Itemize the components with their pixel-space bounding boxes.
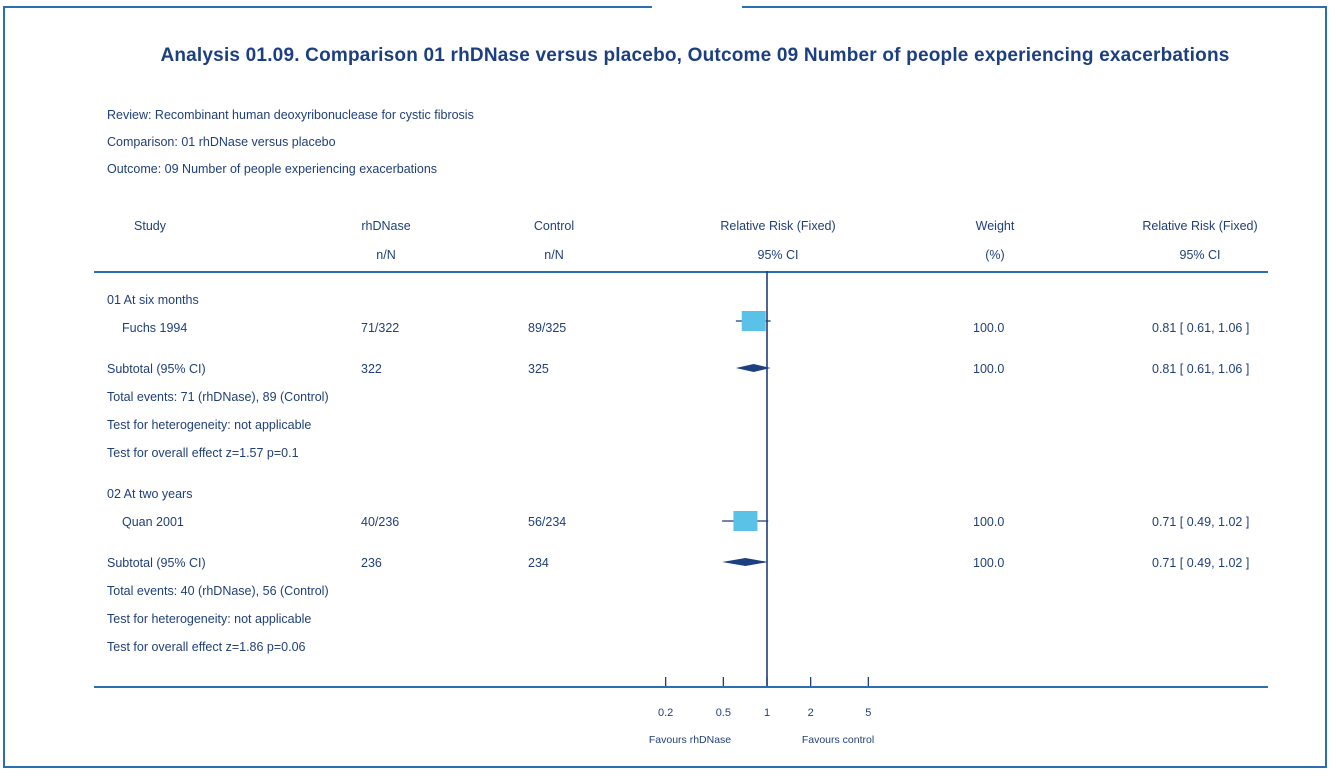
header-rule	[94, 271, 1268, 273]
frame-notch	[652, 0, 742, 10]
subtotal-control: 234	[528, 556, 549, 570]
study-weight: 100.0	[973, 515, 1005, 529]
subtotal-diamond	[722, 558, 769, 566]
axis-tick-label: 1	[764, 707, 770, 719]
study-control: 56/234	[528, 515, 567, 529]
comparison-line: Comparison: 01 rhDNase versus placebo	[107, 135, 336, 149]
header-weight-pct: (%)	[985, 248, 1005, 262]
study-rhdnase: 40/236	[361, 515, 400, 529]
header-rr-ci: 95% CI	[1179, 248, 1221, 262]
group-label: 01 At six months	[107, 293, 199, 307]
header-control-nn: n/N	[544, 248, 564, 262]
study-name: Quan 2001	[122, 515, 184, 529]
study-point-box	[741, 311, 766, 331]
note-overall-effect: Test for overall effect z=1.57 p=0.1	[107, 446, 299, 460]
note-overall-effect: Test for overall effect z=1.86 p=0.06	[107, 640, 306, 654]
subtotal-rr-ci: 0.71 [ 0.49, 1.02 ]	[1152, 556, 1250, 570]
header-control: Control	[533, 219, 575, 233]
subtotal-rhdnase: 236	[361, 556, 382, 570]
axis-tick-label: 0.2	[658, 707, 673, 719]
group-label: 02 At two years	[107, 487, 193, 501]
outcome-line: Outcome: 09 Number of people experiencin…	[107, 162, 438, 176]
study-rhdnase: 71/322	[361, 321, 400, 335]
subtotal-control: 325	[528, 362, 549, 376]
header-weight: Weight	[975, 219, 1015, 233]
study-weight: 100.0	[973, 321, 1005, 335]
subtotal-label: Subtotal (95% CI)	[107, 556, 206, 570]
study-point-box	[733, 511, 758, 531]
subtotal-weight: 100.0	[973, 362, 1005, 376]
note-total-events: Total events: 40 (rhDNase), 56 (Control)	[107, 584, 329, 598]
subtotal-rr-ci: 0.81 [ 0.61, 1.06 ]	[1152, 362, 1250, 376]
axis-tick-label: 0.5	[716, 707, 731, 719]
axis-tick-label: 5	[865, 707, 871, 719]
favours-right-label: Favours control	[802, 734, 874, 746]
note-heterogeneity: Test for heterogeneity: not applicable	[107, 418, 312, 432]
study-name: Fuchs 1994	[122, 321, 188, 335]
subtotal-label: Subtotal (95% CI)	[107, 362, 206, 376]
header-study: Study	[134, 219, 166, 233]
header-rhdnase: rhDNase	[361, 219, 411, 233]
study-rr-ci: 0.81 [ 0.61, 1.06 ]	[1152, 321, 1250, 335]
header-rhdnase-nn: n/N	[376, 248, 396, 262]
header-rr-plot-ci: 95% CI	[757, 248, 799, 262]
chart-title: Analysis 01.09. Comparison 01 rhDNase ve…	[160, 45, 1230, 66]
header-rr: Relative Risk (Fixed)	[1142, 219, 1258, 233]
study-rr-ci: 0.71 [ 0.49, 1.02 ]	[1152, 515, 1250, 529]
header-rr-plot: Relative Risk (Fixed)	[720, 219, 836, 233]
subtotal-weight: 100.0	[973, 556, 1005, 570]
footer-rule	[94, 686, 1268, 688]
note-heterogeneity: Test for heterogeneity: not applicable	[107, 612, 312, 626]
note-total-events: Total events: 71 (rhDNase), 89 (Control)	[107, 390, 329, 404]
review-line: Review: Recombinant human deoxyribonucle…	[107, 108, 474, 122]
study-control: 89/325	[528, 321, 567, 335]
favours-left-label: Favours rhDNase	[649, 734, 731, 746]
axis-tick-label: 2	[808, 707, 814, 719]
subtotal-diamond	[735, 364, 771, 372]
subtotal-rhdnase: 322	[361, 362, 382, 376]
